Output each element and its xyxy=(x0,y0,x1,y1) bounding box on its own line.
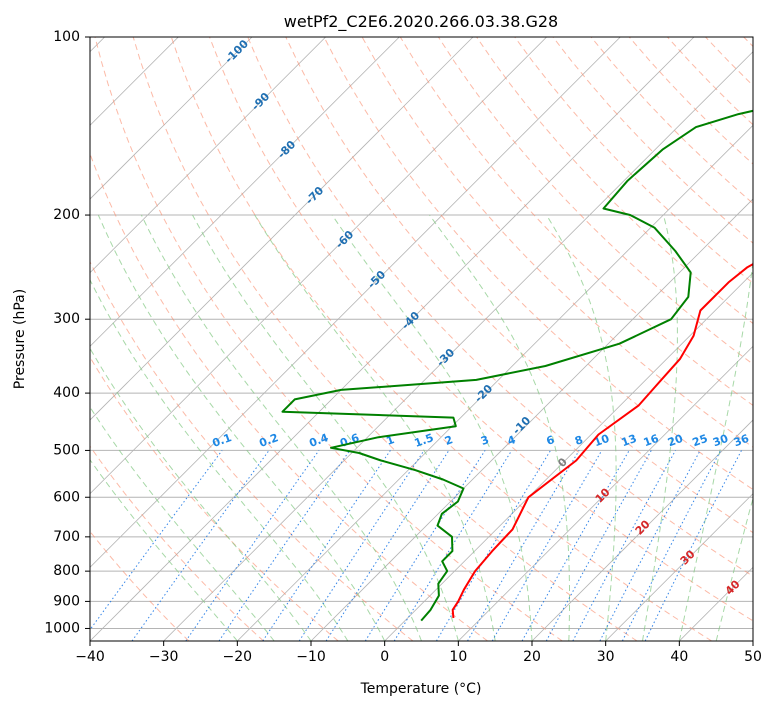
y-tick-label: 900 xyxy=(53,593,80,609)
x-tick-label: 30 xyxy=(597,649,615,665)
x-tick-label: 50 xyxy=(744,649,762,665)
y-tick-label: 300 xyxy=(53,311,80,327)
y-tick-label: 500 xyxy=(53,442,80,458)
x-tick-label: 40 xyxy=(670,649,688,665)
y-tick-label: 800 xyxy=(53,563,80,579)
x-tick-label: 0 xyxy=(380,649,389,665)
x-tick-label: −40 xyxy=(75,649,105,665)
chart-title: wetPf2_C2E6.2020.266.03.38.G28 xyxy=(284,12,558,32)
y-tick-label: 700 xyxy=(53,529,80,545)
x-axis-label: Temperature (°C) xyxy=(360,681,482,697)
y-tick-label: 1000 xyxy=(44,620,80,636)
x-tick-label: −10 xyxy=(296,649,326,665)
x-tick-label: −20 xyxy=(223,649,253,665)
y-tick-label: 200 xyxy=(53,207,80,223)
y-axis-label: Pressure (hPa) xyxy=(12,289,28,389)
y-tick-label: 100 xyxy=(53,29,80,45)
x-tick-label: 20 xyxy=(523,649,541,665)
y-tick-label: 600 xyxy=(53,489,80,505)
x-tick-label: 10 xyxy=(449,649,467,665)
y-tick-label: 400 xyxy=(53,385,80,401)
x-tick-label: −30 xyxy=(149,649,179,665)
